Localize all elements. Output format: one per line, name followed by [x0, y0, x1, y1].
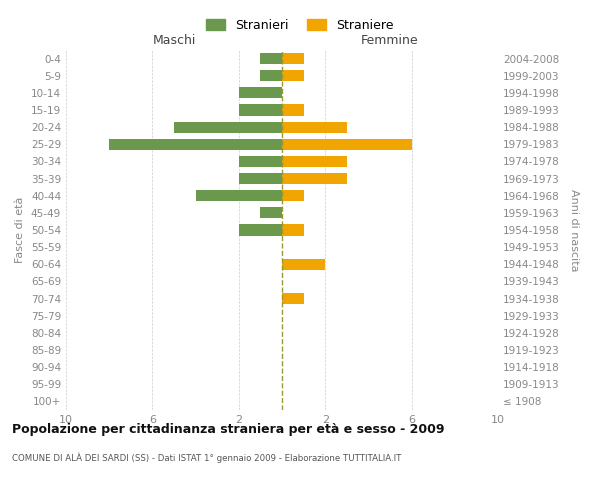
Bar [109, 138, 282, 150]
Y-axis label: Fasce di età: Fasce di età [16, 197, 25, 263]
Legend: Stranieri, Straniere: Stranieri, Straniere [202, 14, 398, 37]
Bar [282, 122, 347, 132]
Y-axis label: Anni di nascita: Anni di nascita [569, 188, 579, 271]
Bar [196, 190, 282, 202]
Bar [282, 293, 304, 304]
Bar [239, 88, 282, 99]
Bar [282, 258, 325, 270]
Bar [282, 70, 304, 82]
Bar [174, 122, 282, 132]
Text: Popolazione per cittadinanza straniera per età e sesso - 2009: Popolazione per cittadinanza straniera p… [12, 422, 445, 436]
Bar [282, 53, 304, 64]
Bar [260, 53, 282, 64]
Text: Maschi: Maschi [152, 34, 196, 46]
Bar [282, 173, 347, 184]
Bar [260, 70, 282, 82]
Text: Femmine: Femmine [361, 34, 419, 46]
Bar [282, 156, 347, 167]
Bar [239, 104, 282, 116]
Bar [239, 224, 282, 235]
Bar [282, 190, 304, 202]
Text: COMUNE DI ALÀ DEI SARDI (SS) - Dati ISTAT 1° gennaio 2009 - Elaborazione TUTTITA: COMUNE DI ALÀ DEI SARDI (SS) - Dati ISTA… [12, 452, 401, 463]
Bar [282, 224, 304, 235]
Bar [239, 173, 282, 184]
Bar [239, 156, 282, 167]
Bar [282, 104, 304, 116]
Bar [260, 208, 282, 218]
Bar [282, 138, 412, 150]
